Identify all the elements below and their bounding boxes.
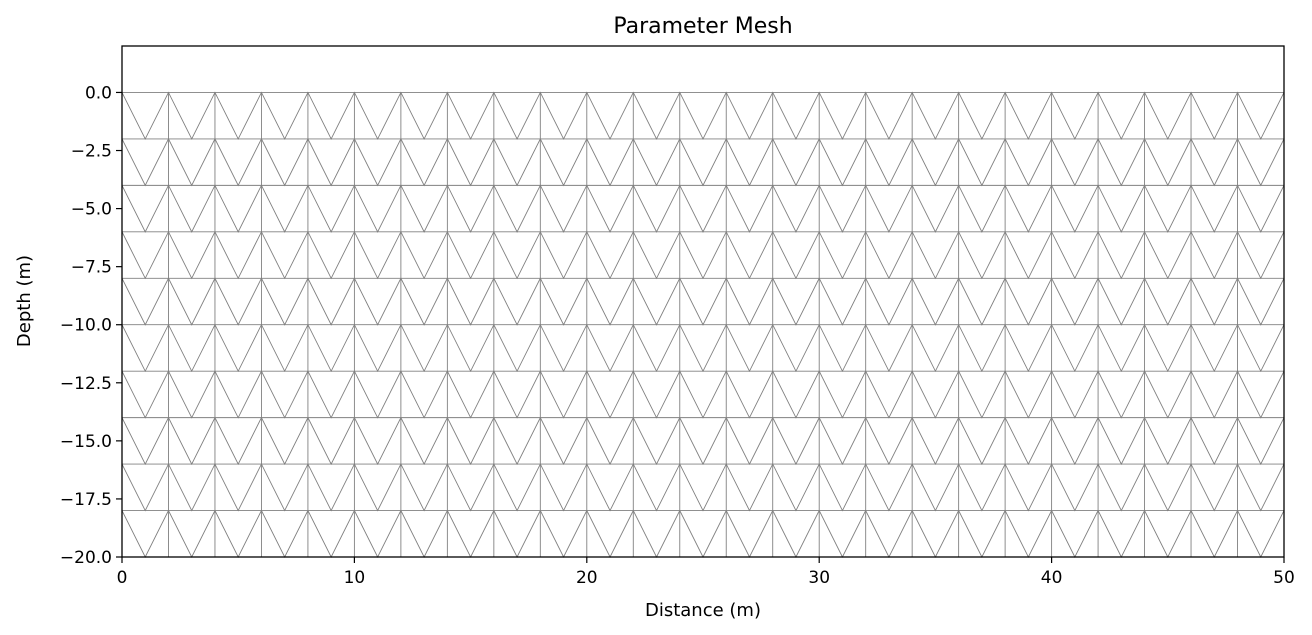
y-tick-label: −7.5 <box>71 258 112 278</box>
mesh-triangle-edges <box>121 277 1285 326</box>
x-tick-label: 20 <box>576 568 598 588</box>
y-tick-label: −15.0 <box>60 432 112 452</box>
y-tick-label: −10.0 <box>60 316 112 336</box>
mesh-triangle-edges <box>121 230 1285 280</box>
mesh-lines <box>121 91 1285 559</box>
plot-frame <box>121 45 1285 558</box>
y-tick-label: −20.0 <box>60 548 112 568</box>
y-axis-label: Depth (m) <box>14 255 35 347</box>
x-axis: 0 10 20 30 40 50 <box>117 557 1295 588</box>
mesh-triangle-edges <box>121 91 1285 140</box>
mesh-triangle-edges <box>121 184 1285 233</box>
y-tick-label: 0.0 <box>85 83 112 103</box>
y-tick-label: −2.5 <box>71 142 112 162</box>
x-tick-label: 30 <box>808 568 830 588</box>
x-tick-label: 10 <box>344 568 366 588</box>
x-axis-label: Distance (m) <box>645 600 761 621</box>
x-tick-label: 0 <box>117 568 128 588</box>
x-tick-label: 40 <box>1041 568 1063 588</box>
chart-title: Parameter Mesh <box>613 14 792 39</box>
y-tick-label: −17.5 <box>60 490 112 510</box>
y-tick-label: −12.5 <box>60 374 112 394</box>
y-axis: 0.0 −2.5 −5.0 −7.5 −10.0 −12.5 −15.0 −17.5 −20.0 <box>60 83 122 568</box>
y-tick-label: −5.0 <box>71 200 112 220</box>
mesh-triangle-edges <box>121 463 1285 512</box>
mesh-triangle-edges <box>121 323 1285 373</box>
mesh-triangle-edges <box>121 137 1285 187</box>
mesh-triangle-edges <box>121 370 1285 419</box>
mesh-triangle-edges <box>121 509 1285 559</box>
x-tick-label: 50 <box>1273 568 1295 588</box>
mesh-triangle-edges <box>121 416 1285 466</box>
